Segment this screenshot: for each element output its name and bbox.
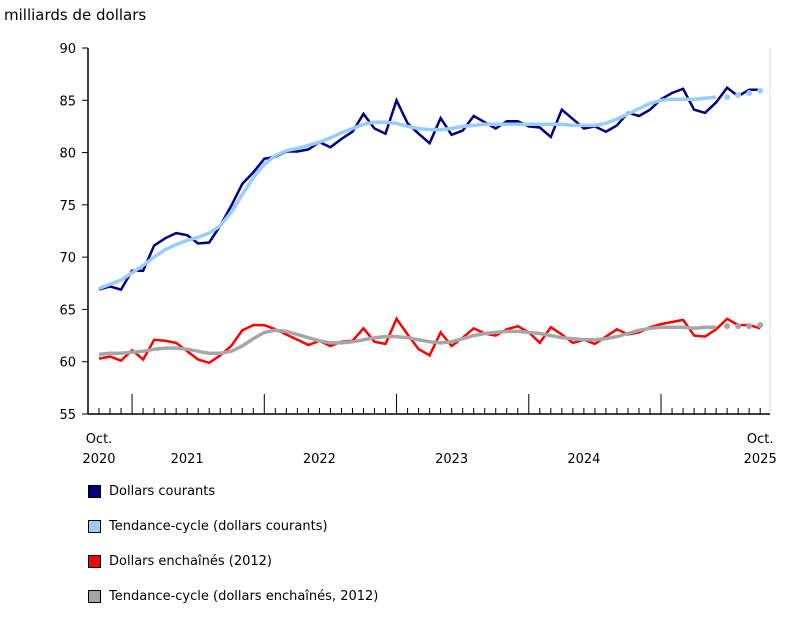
line-chart: milliards de dollars 55 60 65 70 75 80 85 90 Oct… (4, 6, 777, 467)
legend-item: Tendance-cycle (dollars courants) (88, 519, 328, 534)
series-point-1 (735, 92, 742, 99)
legend-swatch (88, 520, 101, 533)
x-tick-label: 2020 (82, 452, 115, 467)
legend-label: Dollars enchaînés (2012) (109, 554, 272, 569)
x-tick-label: 2024 (567, 452, 600, 467)
y-axis-label: milliards de dollars (4, 6, 146, 24)
x-tick-label: Oct. (86, 432, 113, 447)
y-tick-label: 75 (59, 199, 76, 214)
y-tick-label: 65 (59, 303, 76, 318)
series-line-1 (98, 95, 717, 291)
x-tick-label: 2025 (744, 452, 777, 467)
series-line-3 (98, 325, 717, 357)
legend-item: Dollars enchaînés (2012) (88, 554, 272, 569)
y-tick-label: 55 (59, 408, 76, 423)
series-point-3 (746, 323, 753, 330)
x-tick-label: 2021 (171, 452, 204, 467)
y-tick-label: 90 (59, 42, 76, 57)
series-point-3 (724, 323, 731, 330)
legend-label: Tendance-cycle (dollars enchaînés, 2012) (109, 589, 379, 604)
y-tick-label: 85 (59, 94, 76, 109)
legend-swatch (88, 555, 101, 568)
x-tick-label: 2023 (435, 452, 468, 467)
legend-label: Tendance-cycle (dollars courants) (109, 519, 328, 534)
legend-item: Tendance-cycle (dollars enchaînés, 2012) (88, 589, 378, 604)
x-tick-label: Oct. (747, 432, 774, 447)
x-tick-label: 2022 (303, 452, 336, 467)
series-point-1 (757, 87, 764, 94)
legend-swatch (88, 485, 101, 498)
legend-swatch (88, 590, 101, 603)
y-tick-label: 60 (59, 356, 76, 371)
series-point-3 (757, 322, 764, 329)
y-tick-label: 80 (59, 147, 76, 162)
series-point-1 (724, 94, 731, 101)
legend-label: Dollars courants (109, 484, 216, 499)
series-point-3 (735, 323, 742, 330)
series-line-0 (98, 85, 761, 292)
y-tick-label: 70 (59, 251, 76, 266)
legend-item: Dollars courants (88, 484, 215, 499)
series-point-1 (746, 89, 753, 96)
